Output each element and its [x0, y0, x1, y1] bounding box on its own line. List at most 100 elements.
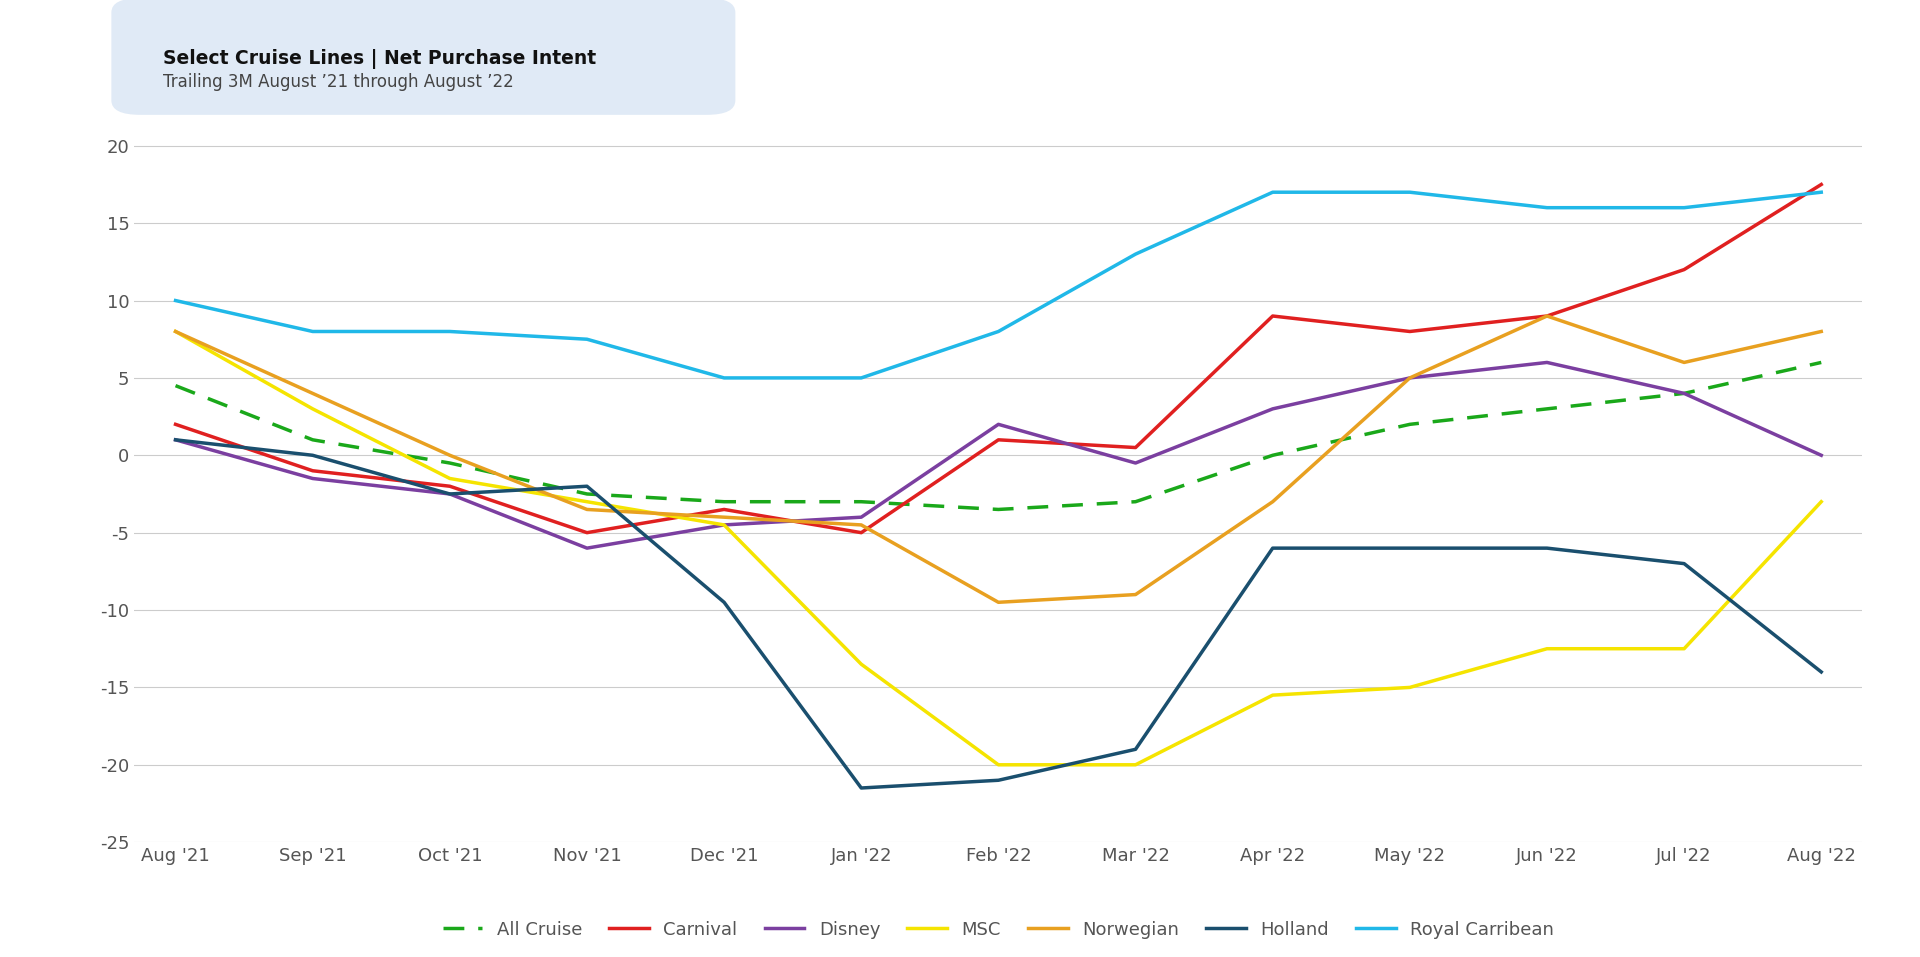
Holland	[851, 782, 874, 793]
All Cruise	[301, 434, 324, 446]
MSC	[1398, 681, 1421, 693]
Line: Disney: Disney	[175, 363, 1822, 548]
Carnival	[712, 503, 735, 515]
Carnival	[576, 527, 599, 539]
All Cruise	[163, 380, 186, 391]
Royal Carribean	[851, 372, 874, 384]
Royal Carribean	[1123, 249, 1146, 260]
Norwegian	[576, 503, 599, 515]
Carnival	[1536, 310, 1559, 322]
All Cruise	[987, 503, 1010, 515]
Disney	[987, 418, 1010, 430]
Carnival	[438, 480, 461, 492]
Carnival	[1398, 325, 1421, 337]
Line: Holland: Holland	[175, 440, 1822, 788]
Holland	[438, 488, 461, 500]
Disney	[1672, 388, 1695, 399]
Disney	[1811, 450, 1834, 461]
Norwegian	[1123, 589, 1146, 600]
Royal Carribean	[987, 325, 1010, 337]
MSC	[1261, 689, 1284, 701]
All Cruise	[438, 457, 461, 469]
MSC	[438, 473, 461, 484]
Royal Carribean	[712, 372, 735, 384]
MSC	[712, 520, 735, 531]
Disney	[1123, 457, 1146, 469]
MSC	[576, 496, 599, 507]
Norwegian	[712, 511, 735, 523]
Holland	[1123, 744, 1146, 755]
All Cruise	[1536, 403, 1559, 414]
All Cruise	[576, 488, 599, 500]
Holland	[163, 434, 186, 446]
Holland	[1672, 558, 1695, 569]
Disney	[438, 488, 461, 500]
Royal Carribean	[438, 325, 461, 337]
Royal Carribean	[1398, 187, 1421, 198]
Norwegian	[163, 325, 186, 337]
Disney	[576, 543, 599, 554]
Norwegian	[1672, 357, 1695, 368]
Disney	[712, 520, 735, 531]
Holland	[1398, 543, 1421, 554]
Royal Carribean	[301, 325, 324, 337]
Carnival	[851, 527, 874, 539]
Text: Select Cruise Lines | Net Purchase Intent: Select Cruise Lines | Net Purchase Inten…	[163, 49, 597, 69]
Line: Carnival: Carnival	[175, 185, 1822, 533]
Norwegian	[987, 596, 1010, 608]
All Cruise	[1398, 418, 1421, 430]
Line: MSC: MSC	[175, 331, 1822, 765]
MSC	[301, 403, 324, 414]
MSC	[1123, 759, 1146, 770]
Disney	[1398, 372, 1421, 384]
All Cruise	[851, 496, 874, 507]
Holland	[712, 596, 735, 608]
Royal Carribean	[163, 295, 186, 306]
Line: Royal Carribean: Royal Carribean	[175, 192, 1822, 378]
Carnival	[1672, 264, 1695, 276]
Line: Norwegian: Norwegian	[175, 316, 1822, 602]
Holland	[1811, 666, 1834, 678]
Legend: All Cruise, Carnival, Disney, MSC, Norwegian, Holland, Royal Carribean: All Cruise, Carnival, Disney, MSC, Norwe…	[436, 913, 1561, 946]
Carnival	[1811, 179, 1834, 190]
Norwegian	[301, 388, 324, 399]
Carnival	[1123, 442, 1146, 454]
Disney	[1536, 357, 1559, 368]
Holland	[301, 450, 324, 461]
Royal Carribean	[1811, 187, 1834, 198]
Disney	[851, 511, 874, 523]
MSC	[1536, 643, 1559, 655]
MSC	[163, 325, 186, 337]
All Cruise	[1811, 357, 1834, 368]
Carnival	[163, 418, 186, 430]
Norwegian	[438, 450, 461, 461]
Royal Carribean	[1261, 187, 1284, 198]
Holland	[987, 774, 1010, 786]
Text: Trailing 3M August ’21 through August ’22: Trailing 3M August ’21 through August ’2…	[163, 73, 515, 91]
MSC	[851, 658, 874, 670]
Royal Carribean	[576, 333, 599, 345]
MSC	[1672, 643, 1695, 655]
Holland	[1536, 543, 1559, 554]
MSC	[1811, 496, 1834, 507]
Norwegian	[1811, 325, 1834, 337]
Norwegian	[1261, 496, 1284, 507]
Royal Carribean	[1536, 202, 1559, 213]
All Cruise	[712, 496, 735, 507]
Carnival	[1261, 310, 1284, 322]
Disney	[163, 434, 186, 446]
Line: All Cruise: All Cruise	[175, 363, 1822, 509]
All Cruise	[1123, 496, 1146, 507]
Norwegian	[851, 520, 874, 531]
Holland	[1261, 543, 1284, 554]
Disney	[1261, 403, 1284, 414]
Norwegian	[1536, 310, 1559, 322]
Carnival	[987, 434, 1010, 446]
Royal Carribean	[1672, 202, 1695, 213]
Carnival	[301, 465, 324, 477]
All Cruise	[1261, 450, 1284, 461]
All Cruise	[1672, 388, 1695, 399]
Disney	[301, 473, 324, 484]
MSC	[987, 759, 1010, 770]
Norwegian	[1398, 372, 1421, 384]
